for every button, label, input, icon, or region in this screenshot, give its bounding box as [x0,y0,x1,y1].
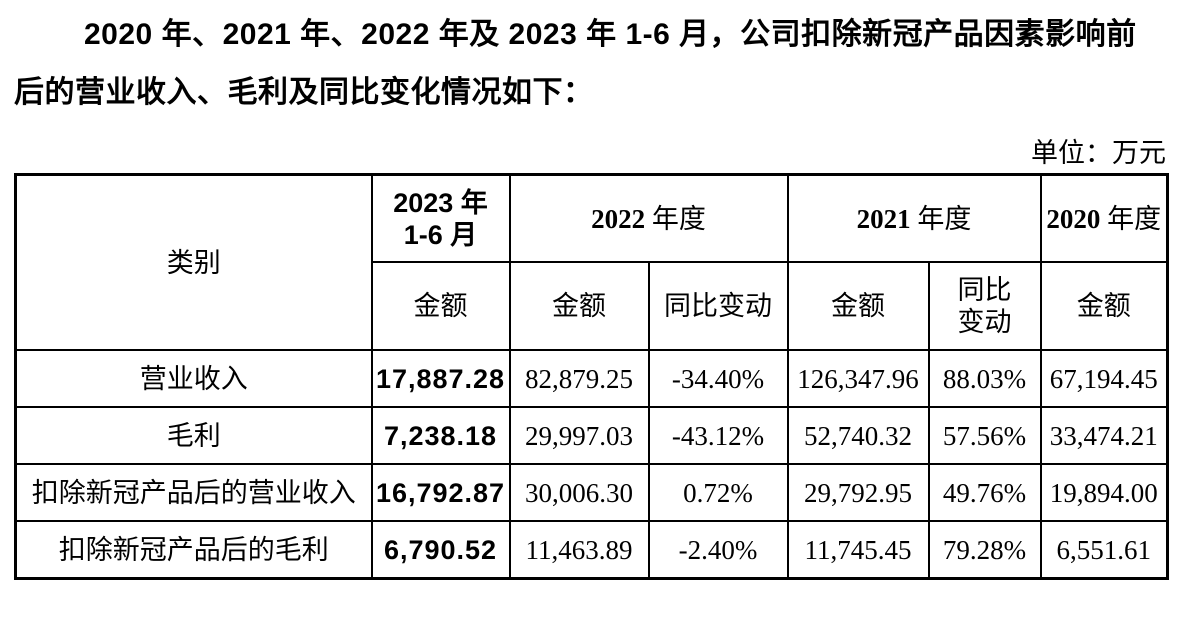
header-category: 类别 [14,173,373,351]
cell-amount-2020: 19,894.00 [1039,463,1169,522]
header-period-2023-line1: 2023 年 [393,187,488,218]
cell-amount-2020: 67,194.45 [1039,349,1169,408]
cell-amount-2021: 29,792.95 [786,463,930,522]
header-year-2021-suffix: 年度 [910,203,972,234]
header-year-2022: 2022 年度 [508,173,789,263]
cell-amount-2021: 52,740.32 [786,406,930,465]
header-period-2023-line2: 1-6 月 [403,219,478,250]
table-header-row-periods: 类别 2023 年 1-6 月 2022 年度 2021 年度 2020 年度 [14,173,1169,351]
table-header-row-measures: 金额 金额 同比变动 金额 同比 变动 金额 [16,261,1169,351]
intro-paragraph: 2020 年、2021 年、2022 年及 2023 年 1-6 月，公司扣除新… [14,18,1137,109]
cell-amount-2021: 11,745.45 [786,520,930,580]
header-year-2020: 2020 年度 [1039,173,1169,263]
cell-amount-2023: 17,887.28 [370,349,511,408]
cell-yoy-2022: -43.12% [647,406,789,465]
table-row-gross-profit: 毛利 7,238.18 29,997.03 -43.12% 52,740.32 … [14,406,1169,465]
header-year-2020-suffix: 年度 [1100,203,1162,234]
cell-amount-2020: 6,551.61 [1039,520,1169,580]
row-category: 扣除新冠产品后的毛利 [14,520,373,580]
header-yoy-2022: 同比变动 [647,261,789,351]
header-amount-2021: 金额 [786,261,930,351]
header-yoy-2021-line2: 变动 [957,307,1012,337]
cell-yoy-2021: 57.56% [927,406,1042,465]
cell-amount-2022: 82,879.25 [508,349,650,408]
row-category: 营业收入 [14,349,373,408]
cell-yoy-2021: 49.76% [927,463,1042,522]
table-row-revenue-ex-covid: 扣除新冠产品后的营业收入 16,792.87 30,006.30 0.72% 2… [14,463,1169,522]
cell-yoy-2022: -2.40% [647,520,789,580]
header-year-2022-suffix: 年度 [645,203,706,234]
table-row-gross-profit-ex-covid: 扣除新冠产品后的毛利 6,790.52 11,463.89 -2.40% 11,… [14,520,1169,580]
cell-yoy-2022: -34.40% [647,349,789,408]
header-yoy-2021-line1: 同比 [957,275,1012,305]
row-category: 毛利 [14,406,373,465]
header-year-2022-num: 2022 [591,203,646,234]
cell-amount-2022: 11,463.89 [508,520,650,580]
header-amount-2022: 金额 [508,261,650,351]
cell-amount-2022: 29,997.03 [508,406,650,465]
cell-yoy-2021: 79.28% [927,520,1042,580]
cell-amount-2020: 33,474.21 [1039,406,1169,465]
cell-amount-2022: 30,006.30 [508,463,650,522]
cell-yoy-2022: 0.72% [647,463,789,522]
cell-amount-2021: 126,347.96 [786,349,930,408]
unit-label: 单位：万元 [1031,138,1166,168]
cell-amount-2023: 16,792.87 [370,463,511,522]
header-year-2020-num: 2020 [1046,203,1101,234]
header-year-2021-num: 2021 [856,203,911,234]
header-year-2021: 2021 年度 [786,173,1042,263]
header-period-2023: 2023 年 1-6 月 [370,173,511,263]
header-yoy-2021: 同比 变动 [927,261,1042,351]
header-amount-2020: 金额 [1039,261,1169,351]
row-category: 扣除新冠产品后的营业收入 [14,463,373,522]
header-amount-2023: 金额 [370,261,511,351]
cell-amount-2023: 7,238.18 [370,406,511,465]
cell-yoy-2021: 88.03% [927,349,1042,408]
table-row-revenue: 营业收入 17,887.28 82,879.25 -34.40% 126,347… [14,349,1169,408]
cell-amount-2023: 6,790.52 [370,520,511,580]
financial-table: 类别 2023 年 1-6 月 2022 年度 2021 年度 2020 年度 … [14,173,1169,580]
